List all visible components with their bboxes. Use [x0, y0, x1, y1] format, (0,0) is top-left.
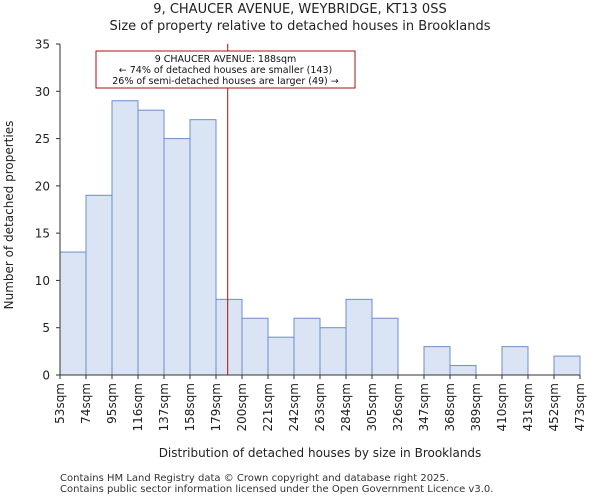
x-tick-label: 137sqm: [157, 383, 171, 431]
x-axis-label: Distribution of detached houses by size …: [159, 446, 482, 460]
y-tick-label: 25: [35, 132, 50, 146]
bar-368sqm: [449, 365, 477, 376]
y-tick-label: 15: [35, 227, 50, 241]
y-tick-label: 35: [35, 38, 50, 52]
x-tick-label: 53sqm: [53, 383, 67, 424]
bar-137sqm: [163, 138, 191, 376]
footer-copyright: Contains HM Land Registry data © Crown c…: [60, 473, 449, 484]
bar-242sqm: [293, 317, 321, 376]
annotation-line-2: ← 74% of detached houses are smaller (14…: [119, 65, 332, 76]
x-tick-label: 410sqm: [495, 383, 509, 431]
x-tick-label: 305sqm: [365, 383, 379, 431]
bar-158sqm: [189, 119, 217, 376]
x-tick-label: 95sqm: [105, 383, 119, 424]
y-tick-label: 0: [42, 369, 50, 383]
x-tick-label: 263sqm: [313, 383, 327, 431]
x-tick-label: 179sqm: [209, 383, 223, 431]
bar-410sqm: [501, 346, 529, 376]
x-tick-label: 284sqm: [339, 383, 353, 431]
x-tick-label: 326sqm: [391, 383, 405, 431]
bar-95sqm: [111, 100, 139, 376]
x-tick-label: 431sqm: [521, 383, 535, 431]
y-tick-label: 10: [35, 274, 50, 288]
chart-title: 9, CHAUCER AVENUE, WEYBRIDGE, KT13 0SS: [153, 2, 447, 17]
bar-179sqm: [215, 298, 243, 376]
x-tick-label: 368sqm: [443, 383, 457, 431]
bar-116sqm: [137, 109, 165, 376]
x-tick-label: 452sqm: [547, 383, 561, 431]
x-tick-label: 200sqm: [235, 383, 249, 431]
bar-200sqm: [241, 317, 269, 376]
y-tick-label: 20: [35, 179, 50, 193]
annotation-box: [95, 50, 356, 89]
y-tick-label: 30: [35, 85, 50, 99]
y-axis-label: Number of detached properties: [2, 121, 16, 310]
bar-221sqm: [267, 336, 295, 376]
x-tick-label: 221sqm: [261, 383, 275, 431]
footer-licence: Contains public sector information licen…: [60, 484, 494, 495]
chart-subtitle: Size of property relative to detached ho…: [109, 19, 491, 34]
bar-452sqm: [553, 355, 581, 376]
x-tick-label: 347sqm: [417, 383, 431, 431]
bar-347sqm: [423, 346, 451, 376]
x-tick-label: 473sqm: [573, 383, 587, 431]
chart-svg: 0 5 10 15 20 25 30 35 53sqm 74sqm 95sqm 116sqm 137s…: [2, 38, 587, 461]
x-tick-label: 116sqm: [131, 383, 145, 431]
bar-284sqm: [345, 298, 373, 376]
x-tick-label: 242sqm: [287, 383, 301, 431]
x-tick-label: 158sqm: [183, 383, 197, 431]
x-tick-label: 389sqm: [469, 383, 483, 431]
bar-305sqm: [371, 317, 399, 376]
annotation-line-3: 26% of semi-detached houses are larger (…: [112, 76, 339, 87]
annotation-line-1: 9 CHAUCER AVENUE: 188sqm: [155, 54, 297, 65]
bar-263sqm: [319, 327, 347, 376]
bar-53sqm: [59, 251, 87, 376]
bar-74sqm: [85, 194, 113, 376]
x-tick-label: 74sqm: [79, 383, 93, 424]
y-tick-label: 5: [42, 321, 50, 335]
